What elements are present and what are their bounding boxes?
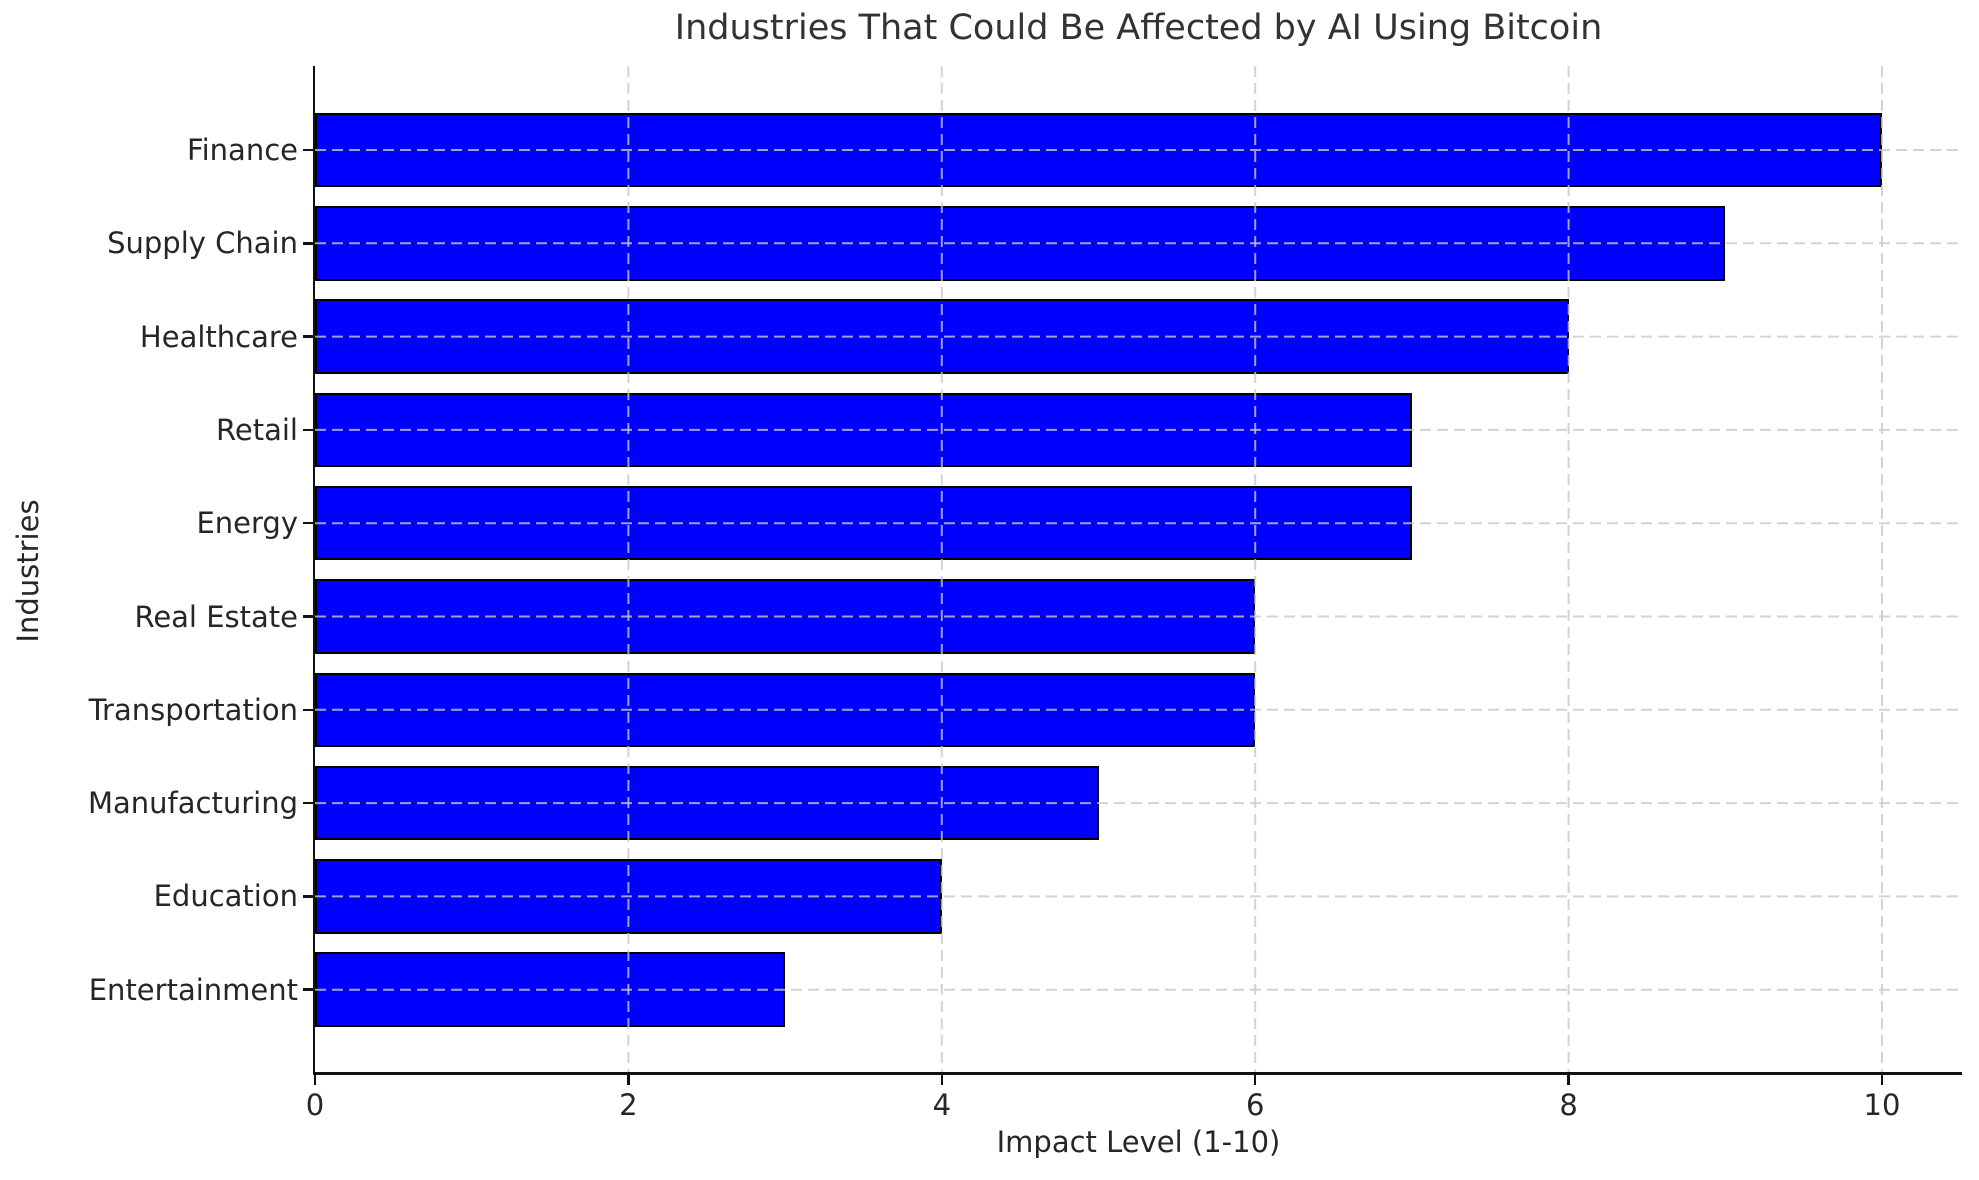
y-tick-4 <box>302 521 313 525</box>
x-tick-label-10: 10 <box>1863 1088 1901 1122</box>
bar-finance <box>315 112 1882 188</box>
x-tick-6 <box>1253 1074 1257 1085</box>
y-tick-label-entertainment: Entertainment <box>88 972 298 1007</box>
x-tick-label-0: 0 <box>305 1088 325 1122</box>
y-tick-label-real-estate: Real Estate <box>134 599 298 634</box>
y-tick-9 <box>302 988 313 991</box>
y-tick-8 <box>302 895 313 898</box>
y-tick-label-transportation: Transportation <box>88 692 298 727</box>
y-tick-7 <box>302 801 313 805</box>
y-tick-label-supply-chain: Supply Chain <box>107 226 298 261</box>
x-tick-2 <box>627 1074 630 1085</box>
bar-energy <box>315 485 1412 561</box>
y-tick-0 <box>302 148 313 152</box>
x-axis-spine <box>312 1072 1962 1075</box>
chart-title: Industries That Could Be Affected by AI … <box>674 8 1603 48</box>
y-tick-5 <box>302 615 313 618</box>
x-tick-label-8: 8 <box>1559 1088 1578 1122</box>
y-tick-2 <box>302 335 313 338</box>
bar-transportation <box>315 672 1256 748</box>
y-tick-label-energy: Energy <box>196 506 298 541</box>
y-tick-label-education: Education <box>153 879 298 914</box>
y-tick-label-manufacturing: Manufacturing <box>88 786 298 821</box>
bar-supply-chain <box>315 206 1726 281</box>
x-tick-label-4: 4 <box>932 1088 952 1122</box>
y-tick-1 <box>302 242 313 245</box>
y-tick-3 <box>302 428 313 432</box>
bar-healthcare <box>315 299 1569 374</box>
bar-real-estate <box>315 579 1256 654</box>
y-tick-label-retail: Retail <box>216 412 298 447</box>
x-tick-label-6: 6 <box>1245 1088 1265 1122</box>
y-axis-spine <box>312 66 315 1075</box>
bar-entertainment <box>315 952 786 1027</box>
bars-layer <box>315 66 1962 1072</box>
y-tick-6 <box>302 708 313 712</box>
y-axis-label: Industries <box>11 499 45 643</box>
y-tick-label-finance: Finance <box>187 133 298 167</box>
x-tick-10 <box>1880 1074 1884 1085</box>
x-tick-0 <box>313 1074 317 1085</box>
x-tick-label-2: 2 <box>619 1088 638 1122</box>
x-axis-label: Impact Level (1-10) <box>996 1125 1281 1159</box>
plot-area <box>315 66 1962 1072</box>
x-tick-8 <box>1567 1074 1570 1085</box>
bar-education <box>315 859 942 934</box>
bar-retail <box>315 392 1412 468</box>
x-tick-4 <box>940 1074 944 1085</box>
bar-manufacturing <box>315 765 1099 841</box>
y-tick-label-healthcare: Healthcare <box>139 319 298 354</box>
